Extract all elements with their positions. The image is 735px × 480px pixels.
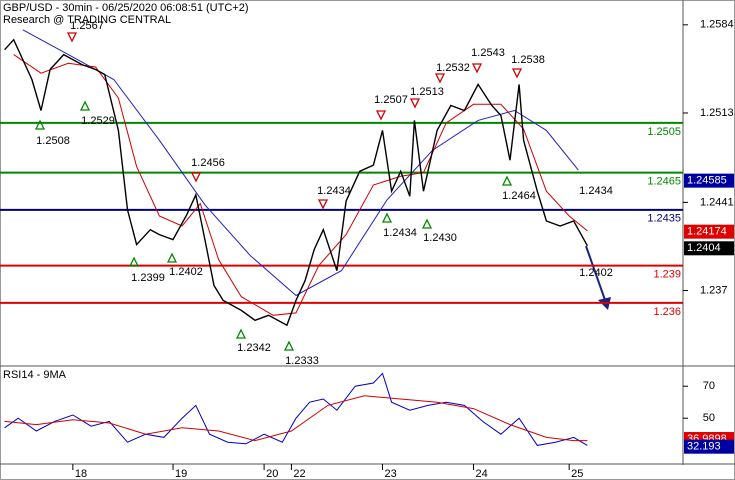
annotation-label: 1.2399 [131,272,165,284]
annotation-label: 1.2402 [169,266,203,278]
y-tick-label: 50 [703,412,715,424]
price-tag-label: 1.24174 [687,226,727,238]
price-tag [684,224,734,239]
annotation-label: 1.2529 [81,115,115,127]
x-tick-label: 25 [571,468,583,480]
level-label: 1.2465 [647,175,681,187]
annotation-label: 1.2513 [410,86,444,98]
annotation-label: 1.2507 [374,94,408,106]
support-marker [34,119,46,130]
resistance-marker [317,199,329,210]
chart-title: GBP/USD - 30min - 06/25/2020 06:08:51 (U… [3,2,248,14]
annotation-label: 1.2434 [383,227,417,239]
price-tag [684,173,734,188]
annotation-label: 1.2567 [70,20,104,32]
annotation-label: 1.2342 [237,342,271,354]
annotation-label: 1.2333 [285,355,319,367]
x-tick-label: 19 [175,468,187,480]
y-tick-label: 1.2441 [700,196,734,208]
price-tag [684,241,734,256]
price-tag-label: 1.24585 [687,175,727,187]
support-marker [128,256,140,267]
resistance-marker [66,32,78,43]
annotation-label: 1.2434 [317,185,351,197]
resistance-marker [471,63,483,74]
resistance-marker [511,68,523,79]
support-marker [283,340,295,351]
price-line [4,38,589,327]
x-tick-label: 24 [476,468,488,480]
resistance-marker [375,110,387,121]
y-tick-label: 1.237 [700,284,728,296]
resistance-marker [409,98,421,109]
level-label: 1.2505 [647,126,681,138]
support-marker [166,252,178,263]
annotation-label: 1.2538 [511,54,545,66]
annotation-label: 1.2434 [579,185,613,197]
x-tick-label: 18 [75,468,87,480]
level-label: 1.239 [653,269,681,281]
resistance-marker [434,73,446,84]
x-tick-label: 22 [293,468,305,480]
price-tag-label: 32.193 [687,441,721,453]
annotation-label: 1.2456 [191,157,225,169]
resistance-marker [190,172,202,183]
rsi-line [4,372,588,446]
rsi-title: RSI14 - 9MA [3,369,67,381]
price-tag-label: 1.2404 [687,242,721,254]
fast-ma [13,54,588,316]
x-tick-label: 20 [266,468,278,480]
annotation-label: 1.2543 [471,47,505,59]
support-marker [79,100,91,111]
y-tick-label: 1.2584 [700,19,734,31]
support-marker [421,218,433,229]
y-tick-label: 1.2513 [700,107,734,119]
support-marker [235,328,247,339]
support-marker [381,212,393,223]
annotation-label: 1.2532 [436,62,470,74]
annotation-label: 1.2430 [423,232,457,244]
support-marker [501,175,513,186]
chart-source: Research @ TRADING CENTRAL [3,14,171,26]
x-tick-label: 23 [384,468,396,480]
y-tick-label: 70 [703,380,715,392]
annotation-label: 1.2508 [36,135,70,147]
rsi-line [4,395,588,442]
annotation-label: 1.2402 [579,267,613,279]
forecast-arrow [585,245,606,301]
price-tag [684,439,734,454]
annotation-label: 1.2464 [502,190,536,202]
level-label: 1.236 [653,306,681,318]
level-label: 1.2435 [647,213,681,225]
